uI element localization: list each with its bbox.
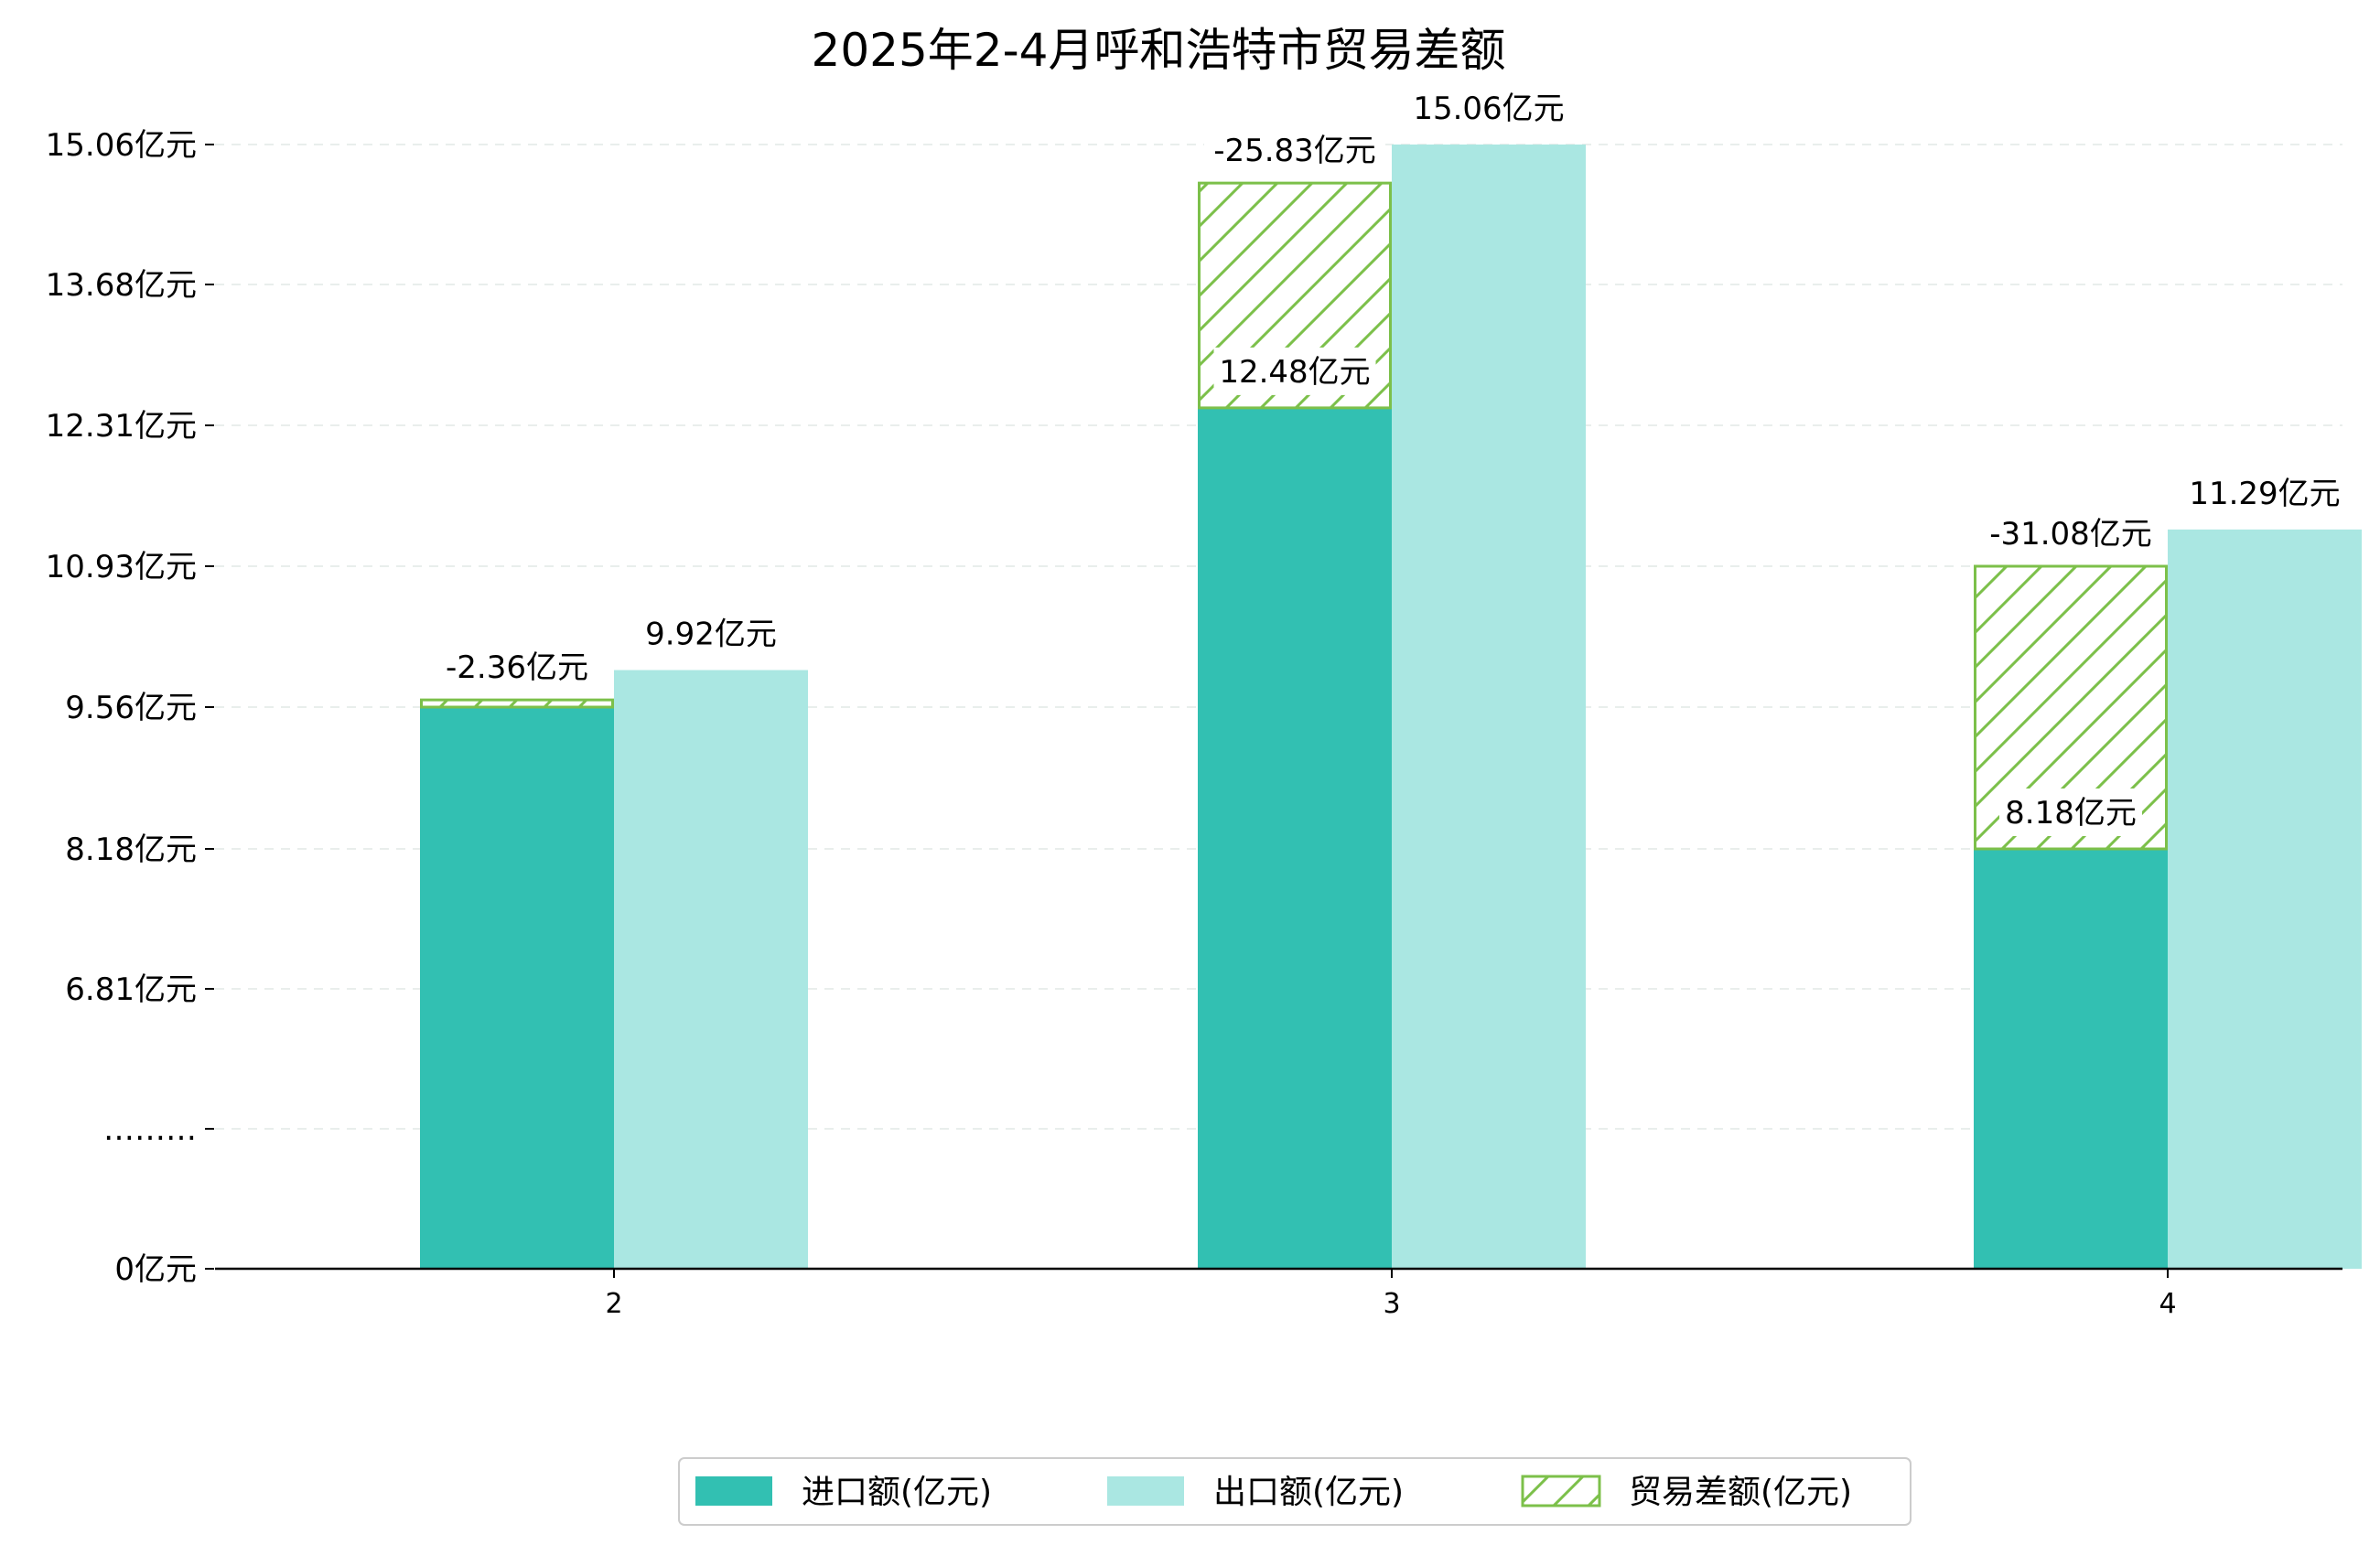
trade-balance-value-label: -25.83亿元 — [1213, 133, 1376, 169]
trade-balance-value-label-bg — [1204, 126, 1385, 175]
export-bar — [1392, 145, 1586, 1269]
y-tick-label: 15.06亿元 — [46, 127, 197, 164]
import-value-label: 8.18亿元 — [2005, 795, 2137, 832]
legend-swatch-import — [695, 1476, 772, 1506]
trade-balance-value-label-bg — [1980, 510, 2161, 557]
import-bar — [420, 707, 614, 1269]
export-value-label-bg — [2183, 468, 2346, 517]
y-tick-label: 0亿元 — [114, 1251, 197, 1288]
export-value-label-bg — [1407, 84, 1570, 132]
export-bar — [614, 670, 808, 1269]
import-bar — [1974, 849, 2168, 1269]
x-tick-label: 3 — [1383, 1288, 1400, 1320]
trade-balance-value-label: -31.08亿元 — [1989, 516, 2152, 553]
y-tick-label: 6.81亿元 — [65, 971, 197, 1008]
chart-title: 2025年2-4月呼和浩特市贸易差额 — [812, 24, 1506, 77]
trade-balance-value-label-bg — [436, 643, 598, 692]
legend-label-trade-balance: 贸易差额(亿元) — [1629, 1474, 1852, 1511]
legend-swatch-trade-balance — [1521, 1475, 1601, 1507]
import-value-label-bg — [1213, 347, 1376, 395]
y-tick-label: 13.68亿元 — [46, 267, 197, 304]
export-bar — [2168, 529, 2362, 1269]
x-tick-label: 4 — [2159, 1288, 2176, 1320]
y-tick-label: ……… — [103, 1111, 197, 1148]
labels-layer: 9.92亿元 -2.36亿元 12.48亿元 15.06亿元 -25.83亿元 8.18亿… — [436, 84, 2346, 836]
import-value-label-bg — [1999, 789, 2142, 836]
x-tick-label: 2 — [605, 1288, 622, 1320]
bars-layer — [420, 145, 2362, 1269]
export-value-label: 15.06亿元 — [1413, 91, 1564, 127]
y-tick-label: 10.93亿元 — [46, 549, 197, 585]
import-bar — [1198, 407, 1392, 1269]
legend-frame — [678, 1457, 1912, 1526]
trade-balance-value-label: -2.36亿元 — [446, 649, 588, 686]
axis-layer: 0亿元 ……… 6.81亿元 8.18亿元 9.56亿元 10.93亿元 12.31亿元 13… — [46, 127, 2342, 1320]
export-value-label-bg — [640, 609, 782, 658]
legend-label-export: 出口额(亿元) — [1213, 1474, 1404, 1511]
trade-balance-bar — [420, 698, 614, 709]
chart-legend: 进口额(亿元) 出口额(亿元) 贸易差额(亿元) — [678, 1457, 1912, 1526]
import-value-label: 12.48亿元 — [1219, 354, 1370, 391]
legend-swatch-export — [1107, 1476, 1184, 1506]
export-value-label: 11.29亿元 — [2189, 476, 2340, 512]
y-tick-label: 9.56亿元 — [65, 690, 197, 726]
legend-label-import: 进口额(亿元) — [802, 1474, 992, 1511]
y-tick-label: 12.31亿元 — [46, 408, 197, 445]
export-value-label: 9.92亿元 — [645, 617, 777, 653]
y-tick-label: 8.18亿元 — [65, 832, 197, 868]
